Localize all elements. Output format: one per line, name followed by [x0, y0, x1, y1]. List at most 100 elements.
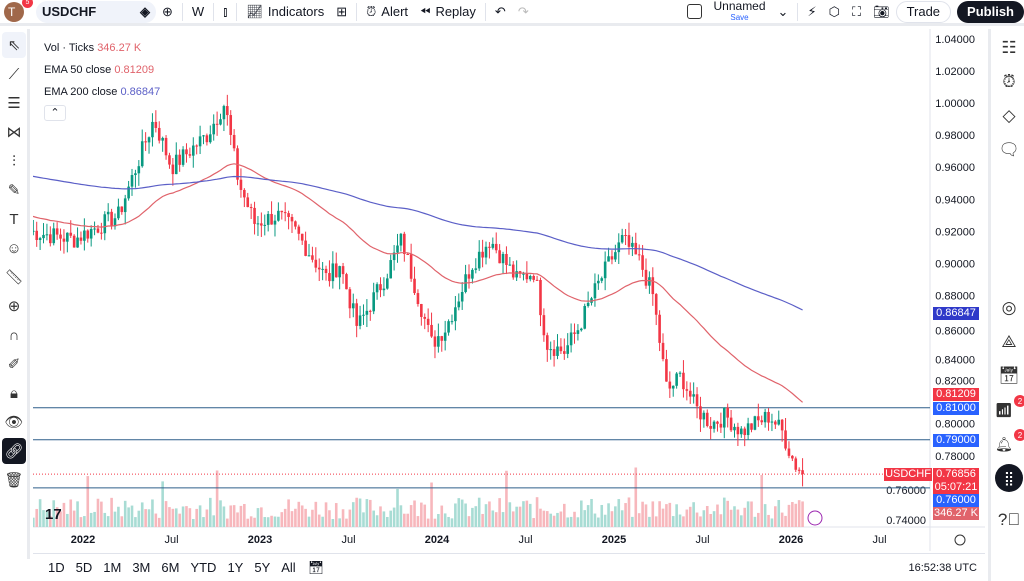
- layout-checkbox[interactable]: [681, 1, 708, 23]
- legend-volume[interactable]: Vol · Ticks 346.27 K: [44, 37, 160, 59]
- alerts-clock-button[interactable]: ⏰︎: [994, 67, 1024, 97]
- lock-pencil-tool[interactable]: ✐: [2, 351, 26, 377]
- drawing-toolbar: ⇖ ⟋ ☰ ⋈ ⫶ ✎ T ☺ 📏︎ ⊕ ∩ ✐ 🔒︎ 👁︎ 🔗︎ 🗑︎: [0, 29, 30, 559]
- symbol-search[interactable]: USDCHF ◈: [36, 0, 156, 23]
- candle: [348, 287, 352, 319]
- trendline-tool[interactable]: ⟋: [2, 61, 26, 87]
- candle: [249, 203, 253, 220]
- range-1m[interactable]: 1M: [103, 560, 122, 575]
- layers-button[interactable]: ◇: [994, 101, 1024, 131]
- time-tick: 2026: [779, 534, 803, 546]
- projection-tool[interactable]: ⫶: [2, 148, 26, 174]
- indicators-button[interactable]: 📈︎ Indicators: [240, 1, 330, 23]
- apps-button[interactable]: ⣿: [994, 463, 1024, 493]
- candle: [665, 349, 668, 382]
- legend-collapse-button[interactable]: ⌃: [44, 105, 66, 121]
- price-chart[interactable]: 1.04000 1.02000 1.00000 0.98000 0.96000 0.940…: [33, 29, 985, 551]
- volume-bar: [545, 511, 549, 527]
- candle-body: [195, 145, 198, 147]
- replay-button[interactable]: ⏪︎ Replay: [414, 1, 482, 23]
- delete-tool[interactable]: 🗑︎: [2, 467, 26, 493]
- redo-button[interactable]: ↷: [512, 1, 535, 23]
- smiley-icon: ☺: [6, 239, 22, 257]
- candle-body: [86, 230, 90, 239]
- interval-button[interactable]: W: [191, 4, 205, 19]
- visibility-tool[interactable]: 👁︎: [2, 409, 26, 435]
- volume-bar: [351, 502, 355, 527]
- signals-button[interactable]: 📶︎ 2: [994, 395, 1024, 425]
- magnet-tool[interactable]: ∩: [2, 322, 26, 348]
- chat-button[interactable]: 🗨︎: [994, 135, 1024, 165]
- trade-button[interactable]: Trade: [895, 0, 952, 23]
- candle-body: [552, 349, 556, 356]
- time-tick: Jul: [341, 534, 355, 546]
- save-link[interactable]: Save: [730, 12, 749, 22]
- range-3m[interactable]: 3M: [132, 560, 151, 575]
- volume-bar: [403, 513, 406, 527]
- diamond-icon[interactable]: ◈: [140, 3, 150, 19]
- price-tick: 0.80000: [935, 419, 975, 431]
- publish-button[interactable]: Publish: [957, 0, 1024, 23]
- volume-bar: [168, 507, 171, 527]
- fib-tool[interactable]: ☰: [2, 90, 26, 116]
- link-tool[interactable]: 🔗︎: [2, 438, 26, 464]
- calendar-button[interactable]: 📅︎: [994, 361, 1024, 391]
- range-5d[interactable]: 5D: [75, 560, 93, 575]
- fullscreen-button[interactable]: ⛶: [846, 1, 867, 23]
- volume-bar: [423, 504, 427, 527]
- candle-body: [270, 213, 273, 225]
- watchlist-button[interactable]: ☷: [994, 33, 1024, 63]
- brush-tool[interactable]: ✎: [2, 177, 26, 203]
- volume-bar: [212, 515, 216, 527]
- candle-body: [508, 264, 512, 266]
- layout-menu[interactable]: Unnamed Save: [708, 0, 772, 23]
- candle: [304, 231, 307, 257]
- candle: [375, 282, 379, 300]
- candle-body: [607, 256, 610, 262]
- candle-body: [229, 115, 233, 135]
- snapshot-button[interactable]: 📷︎: [867, 1, 896, 23]
- alert-button[interactable]: ⏰︎ Alert: [360, 1, 414, 23]
- clock[interactable]: 16:52:38 UTC: [908, 561, 977, 574]
- layout-dropdown[interactable]: ⌄: [772, 1, 795, 23]
- ideas-button[interactable]: ⟁: [994, 327, 1024, 357]
- measure-tool[interactable]: 📏︎: [2, 264, 26, 290]
- range-ytd[interactable]: YTD: [190, 560, 217, 575]
- range-1d[interactable]: 1D: [48, 560, 65, 575]
- candle: [471, 268, 474, 284]
- volume-bar: [740, 515, 743, 527]
- help-button[interactable]: ?⃝: [994, 505, 1024, 535]
- add-symbol-button[interactable]: ⊕: [156, 1, 179, 23]
- notifications-button[interactable]: 🔔︎ 2: [994, 429, 1024, 459]
- range-1y[interactable]: 1Y: [227, 560, 244, 575]
- target-button[interactable]: ◎: [994, 293, 1024, 323]
- pattern-tool[interactable]: ⋈: [2, 119, 26, 145]
- volume-bar: [86, 476, 90, 527]
- legend-ema200[interactable]: EMA 200 close 0.86847: [44, 81, 160, 103]
- templates-button[interactable]: ⊞: [330, 1, 353, 23]
- chevron-up-icon: ⌃: [50, 107, 60, 119]
- lock-tool[interactable]: 🔒︎: [2, 380, 26, 406]
- cursor-tool[interactable]: ⇖: [2, 32, 26, 58]
- range-6m[interactable]: 6M: [161, 560, 180, 575]
- range-all[interactable]: All: [281, 560, 296, 575]
- zoom-tool[interactable]: ⊕: [2, 293, 26, 319]
- chart-type-button[interactable]: ⫾: [217, 1, 233, 23]
- date-range-button[interactable]: 📅︎: [302, 557, 331, 579]
- range-5y[interactable]: 5Y: [254, 560, 271, 575]
- text-tool[interactable]: T: [2, 206, 26, 232]
- candle: [593, 273, 597, 307]
- candle: [151, 113, 154, 147]
- emoji-tool[interactable]: ☺: [2, 235, 26, 261]
- legend-ema50[interactable]: EMA 50 close 0.81209: [44, 59, 160, 81]
- candle-body: [457, 301, 461, 308]
- settings-button[interactable]: ⬡: [823, 1, 846, 23]
- quick-search-button[interactable]: ⚡︎: [801, 1, 822, 23]
- candle: [331, 251, 335, 289]
- volume-bar: [746, 501, 750, 527]
- candle-body: [620, 235, 624, 243]
- candle-body: [144, 141, 147, 143]
- candle-body: [750, 423, 753, 430]
- undo-button[interactable]: ↶: [489, 1, 512, 23]
